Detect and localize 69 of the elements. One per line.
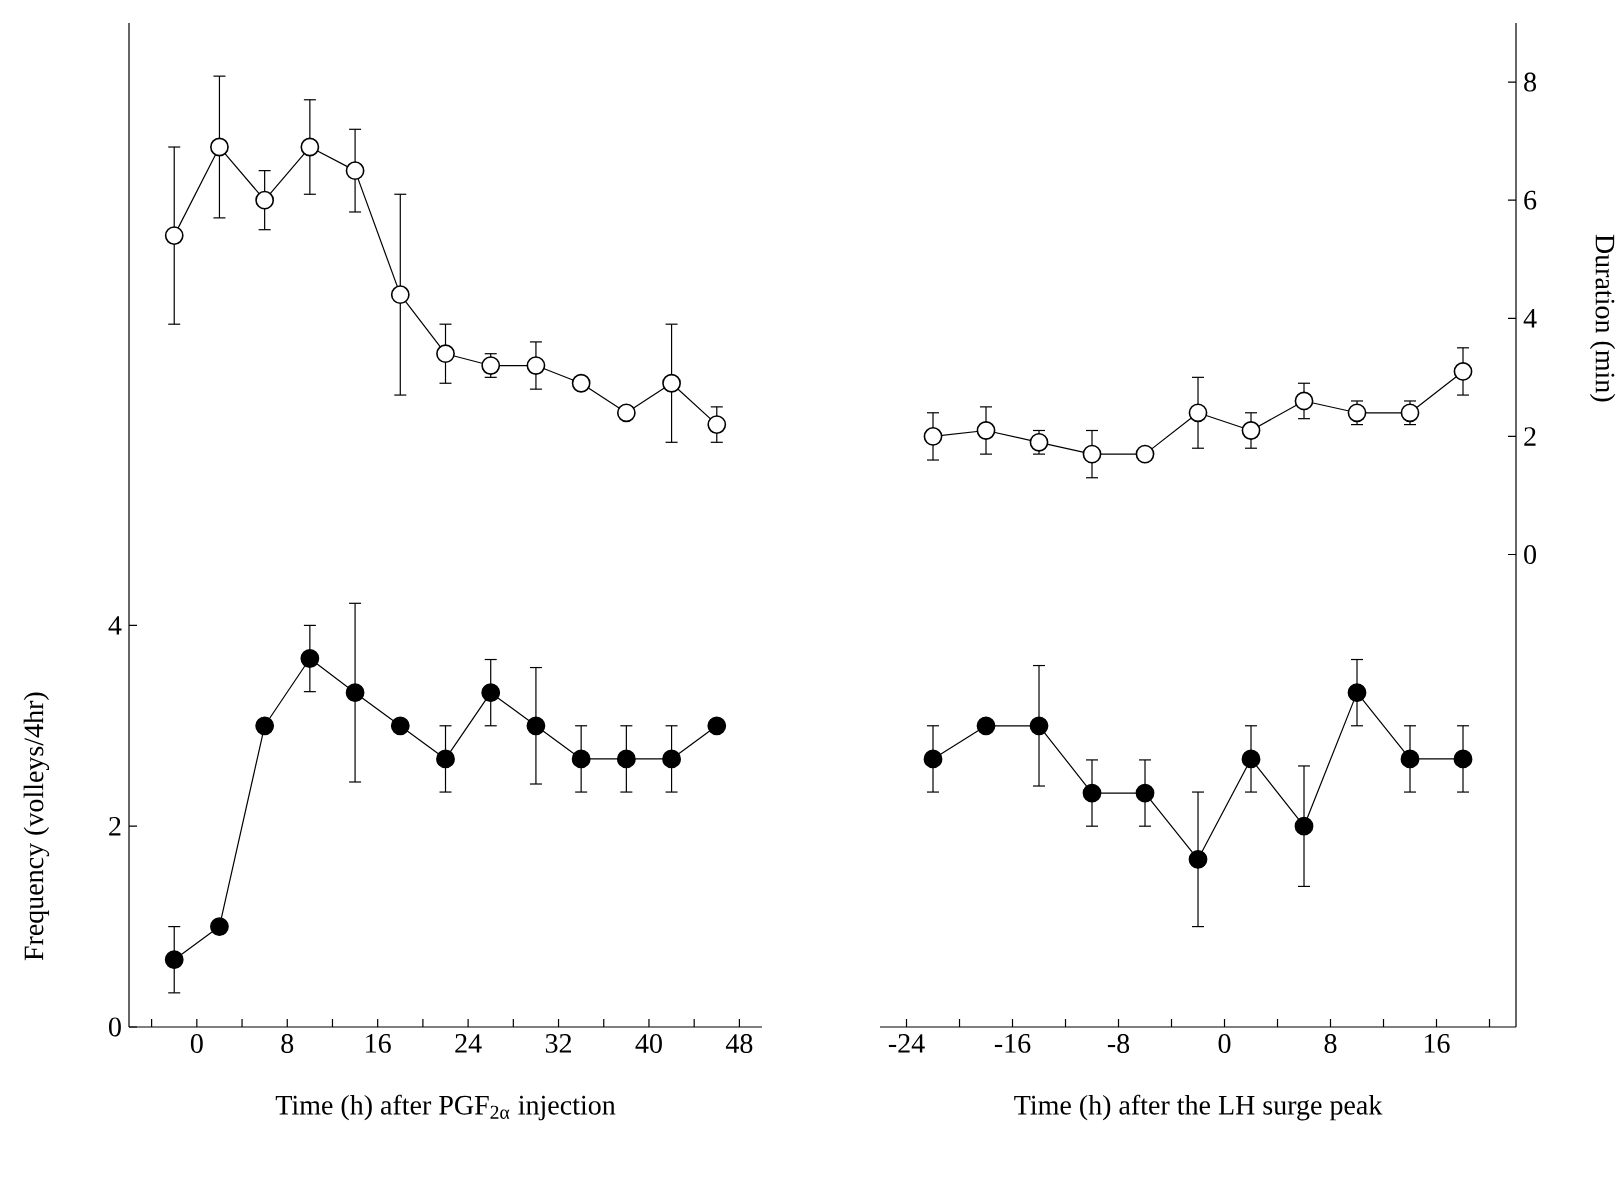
point [345,161,365,181]
point [436,749,455,769]
y-tick-label: 4 [108,616,122,635]
x-tick-label: 24 [455,1034,482,1053]
x-tick-label: 8 [281,1034,294,1053]
x-tick-label: -8 [1107,1034,1130,1053]
point [976,716,996,736]
point [923,749,943,769]
x-tick-label: 16 [1424,1034,1450,1053]
point [210,917,229,936]
point [662,373,681,393]
y-axis-title: Frequency (volleys/4hr) [23,692,50,961]
x-axis-title: Time (h) after PGF$_{2α}$ injection [275,1094,616,1121]
x-tick-label: 48 [725,1034,753,1053]
point [1294,816,1314,836]
point [923,427,943,446]
point [707,415,727,434]
y-tick-label: 0 [109,1017,121,1037]
point [1029,716,1049,736]
y2-tick-label: 0 [1524,545,1536,564]
point [1241,421,1261,440]
x-tick-label: -16 [994,1034,1031,1053]
point [255,716,275,736]
y2-tick-label: 8 [1524,72,1536,92]
x-tick-label: -24 [888,1034,925,1053]
point [390,716,410,736]
point [345,683,365,703]
x-tick-label: 0 [1218,1034,1231,1053]
point [1135,444,1155,464]
point [1241,749,1261,769]
x-tick-label: 16 [366,1034,391,1053]
point [1453,749,1473,769]
y2-tick-label: 6 [1524,190,1537,210]
point [616,749,636,769]
point [976,421,996,440]
y2-tick-label: 2 [1524,427,1536,446]
point [300,137,320,157]
point [662,749,681,769]
point [164,950,184,970]
point [300,649,320,668]
point [255,190,275,210]
y2-tick-label: 4 [1523,309,1537,328]
point [1347,683,1367,703]
point [1082,444,1102,464]
point [436,344,455,364]
point [1400,749,1420,769]
point [390,285,410,305]
point [616,403,636,423]
point [1135,783,1155,803]
point [164,226,184,245]
point [210,137,229,157]
x-tick-label: 40 [635,1034,662,1053]
x-axis-title: Time (h) after the LH surge peak [1014,1094,1383,1121]
point [1294,391,1314,411]
point [1188,849,1208,869]
point [1453,362,1473,381]
x-tick-label: 32 [545,1034,571,1053]
point [1082,783,1102,803]
x-tick-label: 0 [190,1034,203,1053]
y-tick-label: 2 [109,816,121,836]
point [481,683,501,703]
point [1188,403,1208,423]
point [707,716,727,736]
point [571,373,591,393]
point [526,716,546,736]
y2-axis-title: Duration (min) [1589,234,1616,402]
point [526,356,546,375]
point [571,749,591,769]
x-tick-label: 8 [1324,1034,1337,1053]
